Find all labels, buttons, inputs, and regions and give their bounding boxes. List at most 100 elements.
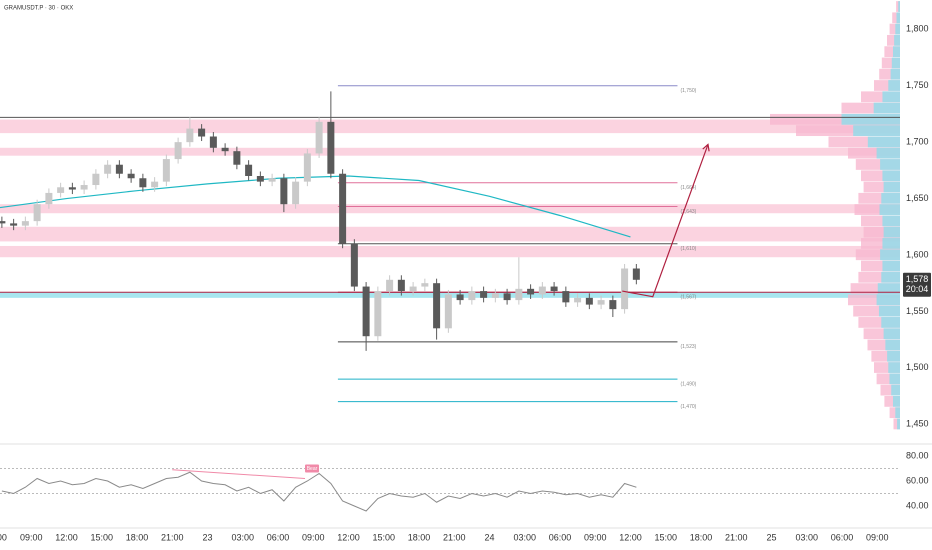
divergence-line	[172, 469, 306, 479]
profile-bar	[881, 57, 900, 69]
profile-bar-inner	[892, 46, 900, 58]
fib-label: (1,610)	[680, 246, 696, 252]
profile-bar-inner	[876, 294, 900, 306]
profile-bar-inner	[887, 350, 900, 362]
y-tick-label: 40.00	[906, 500, 929, 510]
x-tick-label: 06:00	[831, 532, 854, 542]
profile-bar-inner	[879, 204, 900, 215]
fib-label: (1,750)	[680, 88, 696, 94]
profile-bar	[889, 407, 900, 419]
fib-label: (1,643)	[680, 209, 696, 215]
candle-body	[280, 178, 288, 205]
last-price-label: 1,578	[906, 274, 929, 284]
candle-body	[209, 136, 217, 148]
profile-bar-inner	[882, 238, 900, 249]
profile-bar-inner	[889, 373, 900, 385]
profile-bar-inner	[867, 136, 900, 148]
candle-body	[468, 291, 476, 301]
candle-body	[221, 147, 229, 152]
x-tick-label: 09:00	[584, 532, 607, 542]
profile-bar	[858, 192, 900, 204]
profile-bar	[863, 181, 900, 193]
candle-body	[550, 286, 558, 292]
moving-average	[0, 175, 631, 238]
x-tick-label: 03:00	[231, 532, 254, 542]
candle-body	[233, 151, 241, 165]
candle-body	[374, 291, 382, 337]
profile-bar-inner	[891, 384, 900, 396]
profile-bar	[850, 283, 900, 294]
x-tick-label: 18:00	[408, 532, 431, 542]
profile-bar	[828, 136, 900, 148]
profile-bar	[861, 260, 900, 272]
profile-bar-inner	[896, 12, 900, 24]
x-tick-label: 15:00	[372, 532, 395, 542]
profile-bar-inner	[891, 57, 900, 69]
profile-bar-inner	[898, 1, 900, 12]
candle-body	[68, 187, 76, 190]
x-tick-label: 03:00	[513, 532, 536, 542]
candle-body	[115, 164, 123, 174]
candle-body	[574, 297, 582, 303]
x-tick-label: 21:00	[725, 532, 748, 542]
profile-bar-inner	[892, 396, 900, 407]
profile-bar	[861, 170, 900, 182]
profile-bar-inner	[897, 418, 900, 430]
zone	[0, 204, 900, 214]
profile-bar-inner	[895, 23, 900, 35]
profile-bar	[896, 1, 900, 12]
zone	[0, 245, 900, 258]
profile-bar	[841, 102, 900, 114]
zone	[0, 147, 900, 156]
y-tick-label: 1,650	[906, 193, 929, 203]
candle-body	[174, 142, 182, 160]
x-tick-label: 18:00	[690, 532, 713, 542]
zone	[0, 226, 900, 242]
x-tick-label: 21:00	[161, 532, 184, 542]
profile-bar	[874, 362, 900, 373]
candle-body	[268, 178, 276, 182]
x-tick-label: 06:00	[267, 532, 290, 542]
profile-bar	[889, 23, 900, 35]
profile-bar	[893, 418, 900, 430]
profile-bar-inner	[895, 407, 900, 419]
x-tick-label: 18:00	[126, 532, 149, 542]
candle-body	[92, 173, 100, 186]
profile-bar	[863, 328, 900, 340]
profile-bar	[854, 204, 900, 215]
candle-body	[456, 294, 464, 301]
profile-bar-inner	[876, 147, 900, 159]
fib-label: (1,470)	[680, 404, 696, 410]
fib-label: (1,490)	[680, 381, 696, 387]
candle-body	[186, 128, 194, 143]
profile-bar-inner	[883, 328, 900, 340]
y-tick-label: 60.00	[906, 475, 929, 485]
candle-body	[21, 221, 29, 226]
profile-bar-inner	[882, 91, 900, 103]
profile-bar-inner	[877, 283, 900, 294]
y-tick-label: 1,700	[906, 137, 929, 147]
candle-body	[632, 268, 640, 280]
candle-body	[609, 300, 617, 310]
candle-body	[397, 279, 405, 292]
candle-body	[104, 164, 112, 174]
candle-body	[33, 204, 41, 222]
profile-bar	[858, 317, 900, 328]
candle-body	[597, 300, 605, 305]
x-tick-label: 15:00	[90, 532, 113, 542]
zone	[0, 119, 900, 134]
candle-body	[127, 173, 135, 179]
profile-bar-inner	[878, 305, 900, 317]
x-tick-label: 09:00	[866, 532, 889, 542]
y-tick-label: 1,500	[906, 362, 929, 372]
profile-bar	[855, 159, 900, 170]
profile-bar-inner	[885, 339, 900, 351]
profile-bar	[880, 384, 900, 396]
candle-body	[256, 176, 264, 182]
profile-bar	[770, 113, 900, 125]
x-tick-label: 15:00	[654, 532, 677, 542]
profile-bar	[861, 215, 900, 227]
profile-bar	[796, 125, 900, 137]
